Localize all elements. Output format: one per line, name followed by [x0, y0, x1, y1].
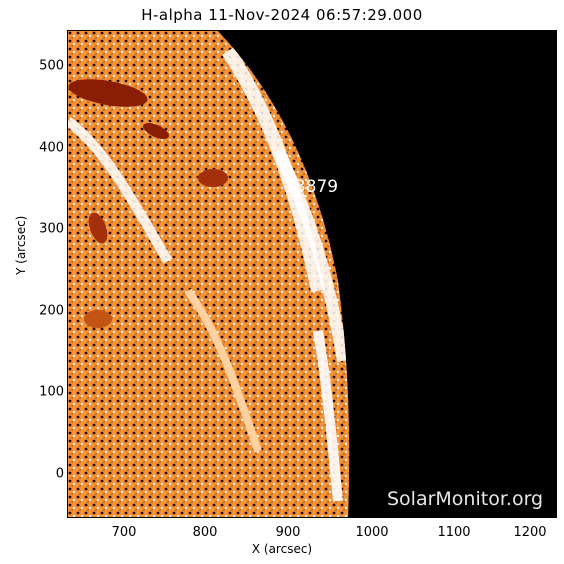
y-tick-label: 400	[39, 140, 64, 156]
active-region-label: 13879	[284, 177, 339, 197]
x-tick-label: 800	[192, 525, 218, 540]
watermark: SolarMonitor.org	[387, 488, 544, 510]
x-tick-label: 700	[111, 525, 137, 540]
solar-image-panel	[67, 30, 557, 518]
x-tick-label: 1100	[437, 525, 471, 540]
y-tick-label: 0	[55, 466, 64, 482]
y-tick-label: 300	[39, 221, 64, 237]
y-axis-label: Y (arcsec)	[14, 215, 28, 275]
y-tick-label: 100	[39, 384, 64, 400]
image-title: H-alpha 11-Nov-2024 06:57:29.000	[141, 6, 423, 24]
x-tick-label: 1000	[355, 525, 389, 540]
x-axis-label: X (arcsec)	[251, 542, 313, 556]
y-tick-label: 200	[39, 303, 64, 319]
y-tick-label: 500	[39, 58, 64, 74]
x-tick-label: 1200	[513, 525, 547, 540]
x-tick-label: 900	[275, 525, 301, 540]
halpha-solar-image	[68, 31, 556, 517]
